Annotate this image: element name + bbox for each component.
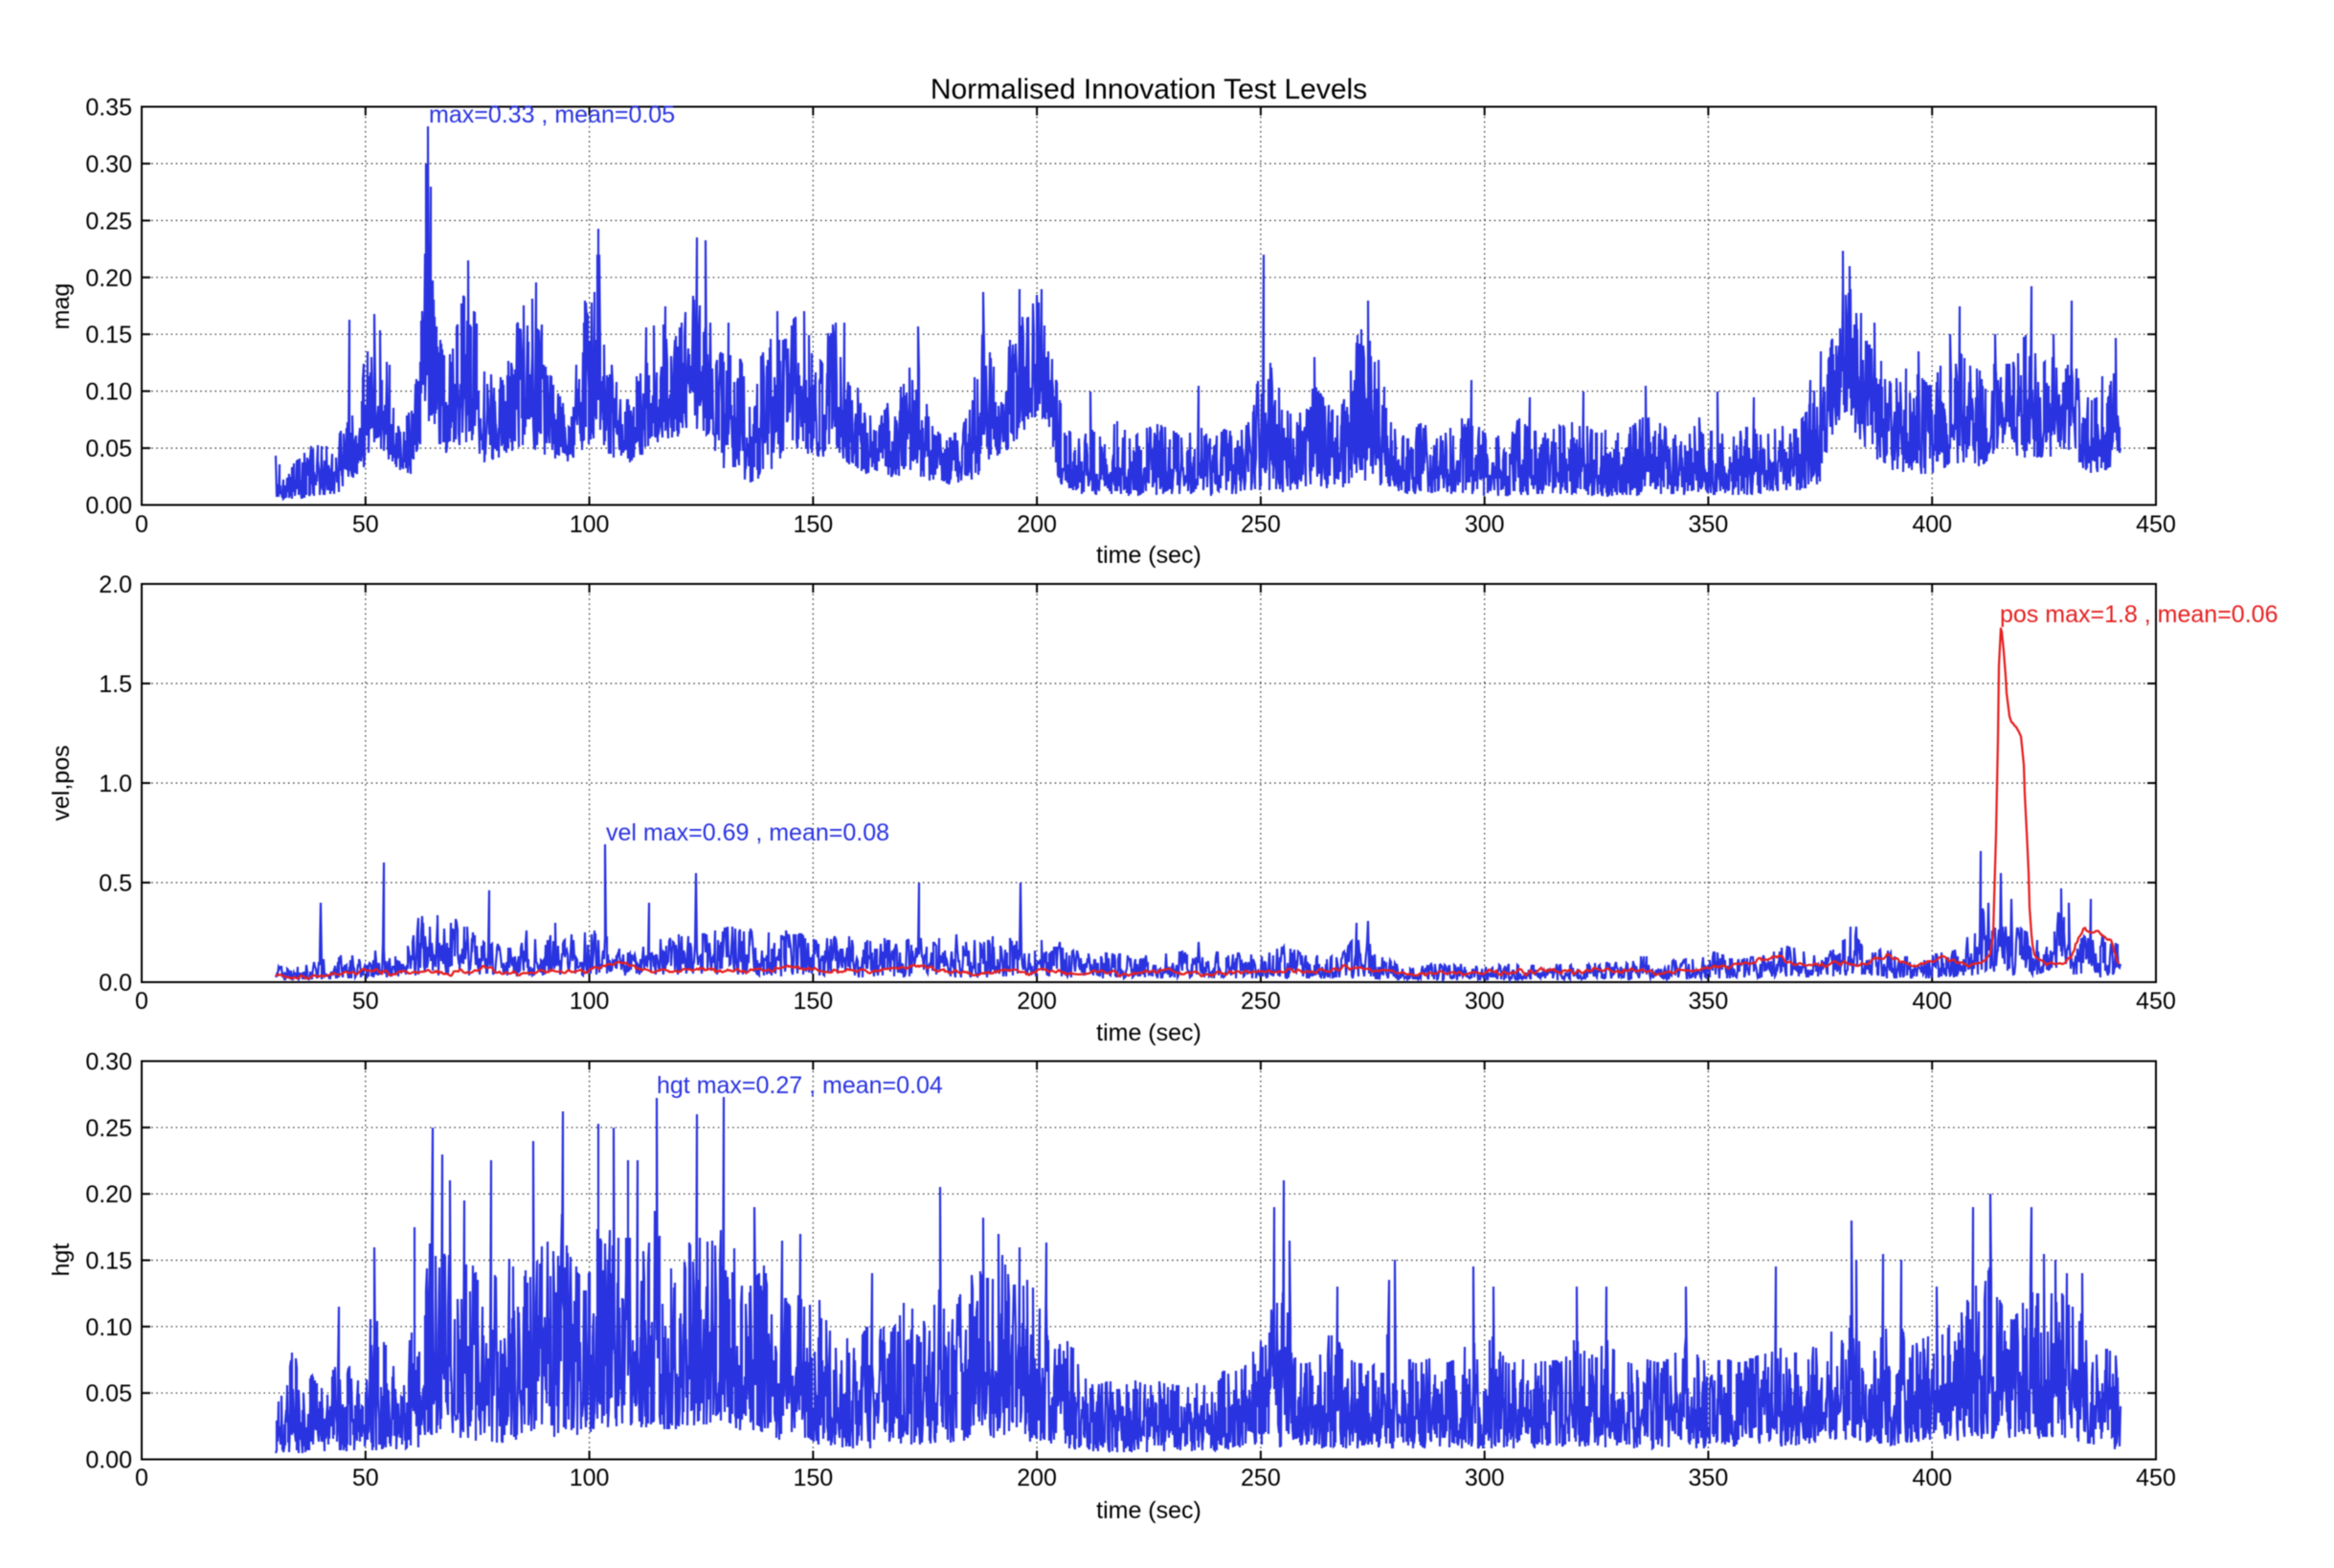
svg-text:300: 300 — [1465, 988, 1505, 1015]
svg-text:350: 350 — [1689, 988, 1729, 1015]
svg-text:300: 300 — [1465, 1465, 1505, 1491]
svg-text:0.35: 0.35 — [85, 95, 132, 122]
svg-text:pos max=1.8 , mean=0.06: pos max=1.8 , mean=0.06 — [2000, 601, 2278, 628]
svg-text:50: 50 — [352, 988, 379, 1015]
svg-text:150: 150 — [793, 988, 833, 1015]
svg-text:0.30: 0.30 — [85, 151, 132, 178]
svg-text:0.30: 0.30 — [85, 1049, 132, 1076]
svg-text:0.05: 0.05 — [85, 1380, 132, 1407]
svg-text:0.25: 0.25 — [85, 1115, 132, 1142]
svg-text:0.00: 0.00 — [85, 1447, 132, 1474]
svg-text:100: 100 — [570, 1465, 610, 1491]
svg-text:350: 350 — [1689, 511, 1729, 538]
svg-text:0.10: 0.10 — [85, 379, 132, 406]
svg-text:vel max=0.69 , mean=0.08: vel max=0.69 , mean=0.08 — [606, 819, 889, 846]
svg-text:50: 50 — [352, 1465, 379, 1491]
svg-text:250: 250 — [1241, 988, 1281, 1015]
svg-text:max=0.33 , mean=0.05: max=0.33 , mean=0.05 — [429, 101, 675, 128]
svg-text:0.20: 0.20 — [85, 1181, 132, 1208]
svg-text:450: 450 — [2136, 1465, 2176, 1491]
svg-text:450: 450 — [2136, 511, 2176, 538]
svg-text:200: 200 — [1017, 988, 1057, 1015]
svg-text:0.5: 0.5 — [99, 870, 132, 897]
svg-text:1.0: 1.0 — [99, 771, 132, 797]
svg-text:250: 250 — [1241, 1465, 1281, 1491]
svg-text:200: 200 — [1017, 1465, 1057, 1491]
svg-text:vel,pos: vel,pos — [48, 745, 75, 820]
svg-text:1.5: 1.5 — [99, 671, 132, 698]
svg-text:150: 150 — [793, 511, 833, 538]
svg-text:2.0: 2.0 — [99, 571, 132, 598]
svg-text:0: 0 — [135, 1465, 148, 1491]
svg-text:hgt max=0.27 , mean=0.04: hgt max=0.27 , mean=0.04 — [657, 1072, 943, 1099]
svg-text:0: 0 — [135, 511, 148, 538]
svg-text:time (sec): time (sec) — [1096, 1019, 1201, 1046]
svg-text:100: 100 — [570, 511, 610, 538]
svg-text:400: 400 — [1912, 988, 1952, 1015]
svg-text:450: 450 — [2136, 988, 2176, 1015]
svg-text:0.20: 0.20 — [85, 265, 132, 292]
svg-text:mag: mag — [48, 283, 75, 330]
svg-text:Normalised Innovation Test Lev: Normalised Innovation Test Levels — [931, 74, 1367, 105]
svg-text:200: 200 — [1017, 511, 1057, 538]
svg-text:time (sec): time (sec) — [1096, 1497, 1201, 1524]
svg-text:250: 250 — [1241, 511, 1281, 538]
svg-text:time (sec): time (sec) — [1096, 542, 1201, 569]
svg-text:350: 350 — [1689, 1465, 1729, 1491]
svg-text:0.10: 0.10 — [85, 1314, 132, 1341]
svg-text:0.0: 0.0 — [99, 970, 132, 997]
svg-text:150: 150 — [793, 1465, 833, 1491]
svg-text:0.00: 0.00 — [85, 493, 132, 520]
svg-text:0.25: 0.25 — [85, 208, 132, 235]
svg-text:400: 400 — [1912, 511, 1952, 538]
svg-text:0.15: 0.15 — [85, 322, 132, 348]
svg-text:0.05: 0.05 — [85, 436, 132, 462]
svg-text:400: 400 — [1912, 1465, 1952, 1491]
svg-text:0: 0 — [135, 988, 148, 1015]
svg-text:hgt: hgt — [48, 1243, 75, 1277]
svg-text:300: 300 — [1465, 511, 1505, 538]
svg-text:50: 50 — [352, 511, 379, 538]
svg-text:0.15: 0.15 — [85, 1248, 132, 1275]
svg-text:100: 100 — [570, 988, 610, 1015]
